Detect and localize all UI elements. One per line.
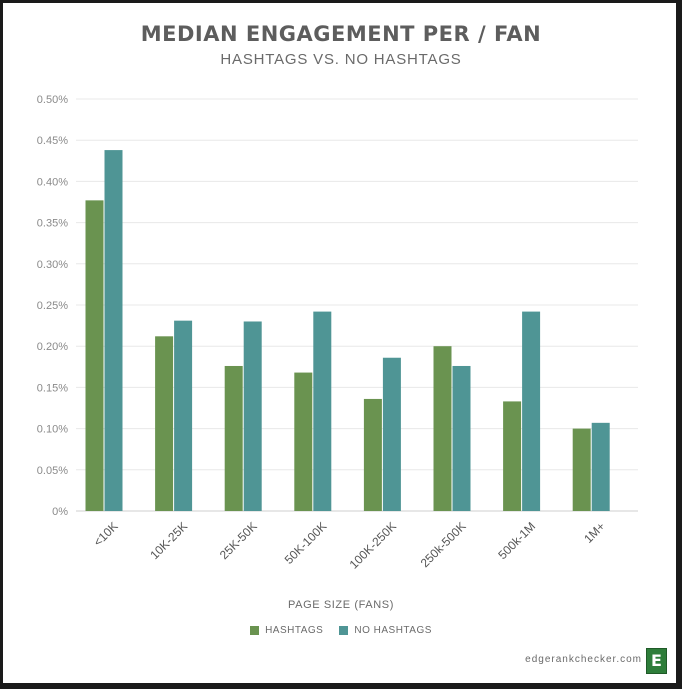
bar [433, 346, 452, 511]
legend-swatch-hashtags [250, 626, 260, 635]
bar [382, 357, 401, 511]
y-tick-label: 0.40% [37, 176, 68, 188]
bar [522, 311, 541, 511]
x-tick-label: 1M+ [581, 519, 608, 546]
x-tick-label: 10K-25K [147, 519, 190, 562]
x-tick-label: 500k-1M [495, 519, 538, 562]
bar [452, 365, 471, 511]
y-tick-label: 0.10% [37, 424, 68, 436]
x-axis-label: PAGE SIZE (FANS) [288, 599, 394, 611]
y-tick-label: 0.50% [37, 94, 68, 106]
x-tick-label: 100K-250K [347, 519, 399, 571]
y-tick-label: 0% [52, 506, 68, 518]
x-tick-label: 25K-50K [217, 519, 260, 562]
brand-site: edgerankchecker.com [525, 654, 642, 665]
legend-label-hashtags: HASHTAGS [265, 625, 324, 636]
y-tick-label: 0.15% [37, 382, 68, 394]
x-tick-label: 250k-500K [418, 519, 469, 570]
legend-item-no-hashtags: NO HASHTAGS [339, 625, 432, 636]
x-tick-label: 50K-100K [282, 519, 330, 567]
bar [155, 336, 174, 511]
y-tick-label: 0.25% [37, 300, 68, 312]
bar [174, 320, 193, 511]
bar [104, 150, 123, 511]
chart-subtitle: HASHTAGS VS. NO HASHTAGS [220, 51, 462, 68]
bar [85, 200, 104, 512]
bar [224, 365, 243, 511]
y-tick-label: 0.45% [37, 135, 68, 147]
bar [294, 372, 313, 511]
x-tick-label: <10K [91, 519, 121, 549]
bar [572, 428, 591, 511]
bar [363, 398, 382, 511]
bar [243, 321, 262, 511]
y-tick-label: 0.30% [37, 259, 68, 271]
bar [313, 311, 332, 511]
y-tick-label: 0.20% [37, 341, 68, 353]
y-tick-label: 0.05% [37, 465, 68, 477]
bar [591, 422, 610, 511]
y-tick-label: 0.35% [37, 218, 68, 230]
bar [503, 401, 522, 511]
legend-item-hashtags: HASHTAGS [250, 625, 323, 636]
legend-swatch-no-hashtags [339, 626, 349, 635]
brand-logo-icon: E [646, 648, 667, 674]
legend: HASHTAGS NO HASHTAGS [0, 625, 682, 636]
legend-label-no-hashtags: NO HASHTAGS [354, 625, 432, 636]
chart-title: MEDIAN ENGAGEMENT PER / FAN [140, 22, 542, 46]
